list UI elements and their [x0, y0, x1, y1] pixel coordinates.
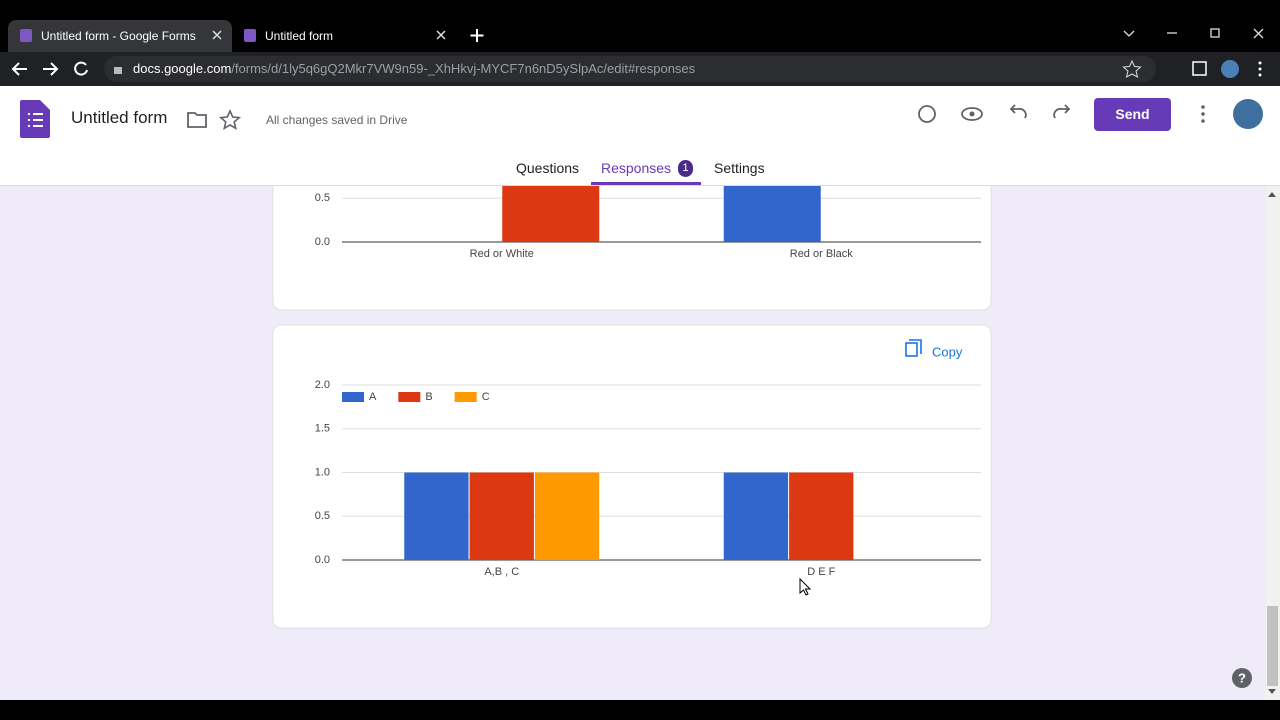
nav-tab[interactable]: Settings [714, 160, 765, 176]
y-tick-label: 2.0 [315, 379, 330, 391]
response-badge: 1 [678, 160, 693, 177]
bar [723, 472, 789, 560]
svg-text:?: ? [1238, 670, 1246, 685]
card [272, 186, 992, 311]
tab[interactable]: Untitled form - Google Forms [8, 20, 232, 52]
tab[interactable]: Untitled form [232, 20, 456, 52]
legend-swatch [454, 392, 477, 402]
y-tick-label: 0.0 [315, 236, 330, 248]
tab-title: Untitled form - Google Forms [41, 29, 196, 43]
nav-tab[interactable]: Responses [601, 160, 672, 176]
toolbar-icons [11, 59, 1262, 78]
legend-label: A [369, 391, 377, 403]
x-tick-label: Red or Black [790, 248, 853, 260]
y-tick-label: 0.0 [315, 554, 330, 566]
x-tick-label: A,B , C [484, 566, 519, 578]
tab-strip: Untitled form - Google Forms Untitled fo… [0, 0, 1280, 52]
x-tick-label: Red or White [470, 248, 534, 260]
header-icons [20, 99, 1263, 185]
legend-label: C [482, 391, 490, 403]
send-button[interactable]: Send [1094, 98, 1171, 131]
form-title[interactable]: Untitled form [71, 108, 168, 127]
save-status: All changes saved in Drive [266, 113, 408, 127]
omnibox[interactable] [104, 56, 1156, 82]
legend-swatch [342, 392, 364, 402]
url-path: /forms/d/1ly5q6gQ2Mkr7VW9n59-_XhHkvj-MYC… [231, 61, 696, 76]
legend-swatch [398, 392, 421, 402]
scrollbar[interactable] [1266, 186, 1280, 700]
bar [723, 186, 821, 242]
tab-icons [20, 28, 1264, 42]
taskbar [0, 700, 1280, 720]
responses-content: ? 0.0 0.5 Red or White Red or Black 0.0 0.5 1.… [272, 186, 1280, 700]
bar [469, 472, 534, 560]
x-tick-label: D E F [807, 566, 835, 578]
copy-button[interactable]: Copy [932, 344, 963, 359]
legend-label: B [425, 391, 432, 403]
y-tick-label: 0.5 [315, 510, 330, 522]
tab-title: Untitled form [265, 29, 334, 43]
help-button[interactable] [1232, 668, 1252, 688]
bar [789, 472, 854, 560]
form-header [0, 86, 1280, 186]
card [272, 324, 992, 629]
bar [502, 186, 600, 242]
nav-tab[interactable]: Questions [516, 160, 580, 176]
y-tick-label: 1.5 [315, 423, 330, 435]
url-host: docs.google.com [133, 61, 232, 76]
y-tick-label: 1.0 [315, 466, 330, 478]
bar [534, 472, 600, 560]
bar [404, 472, 469, 560]
scroll-thumb[interactable] [1267, 606, 1278, 686]
url: docs.google.com/forms/d/1ly5q6gQ2Mkr7VW9… [133, 56, 695, 82]
y-tick-label: 0.5 [315, 192, 330, 204]
